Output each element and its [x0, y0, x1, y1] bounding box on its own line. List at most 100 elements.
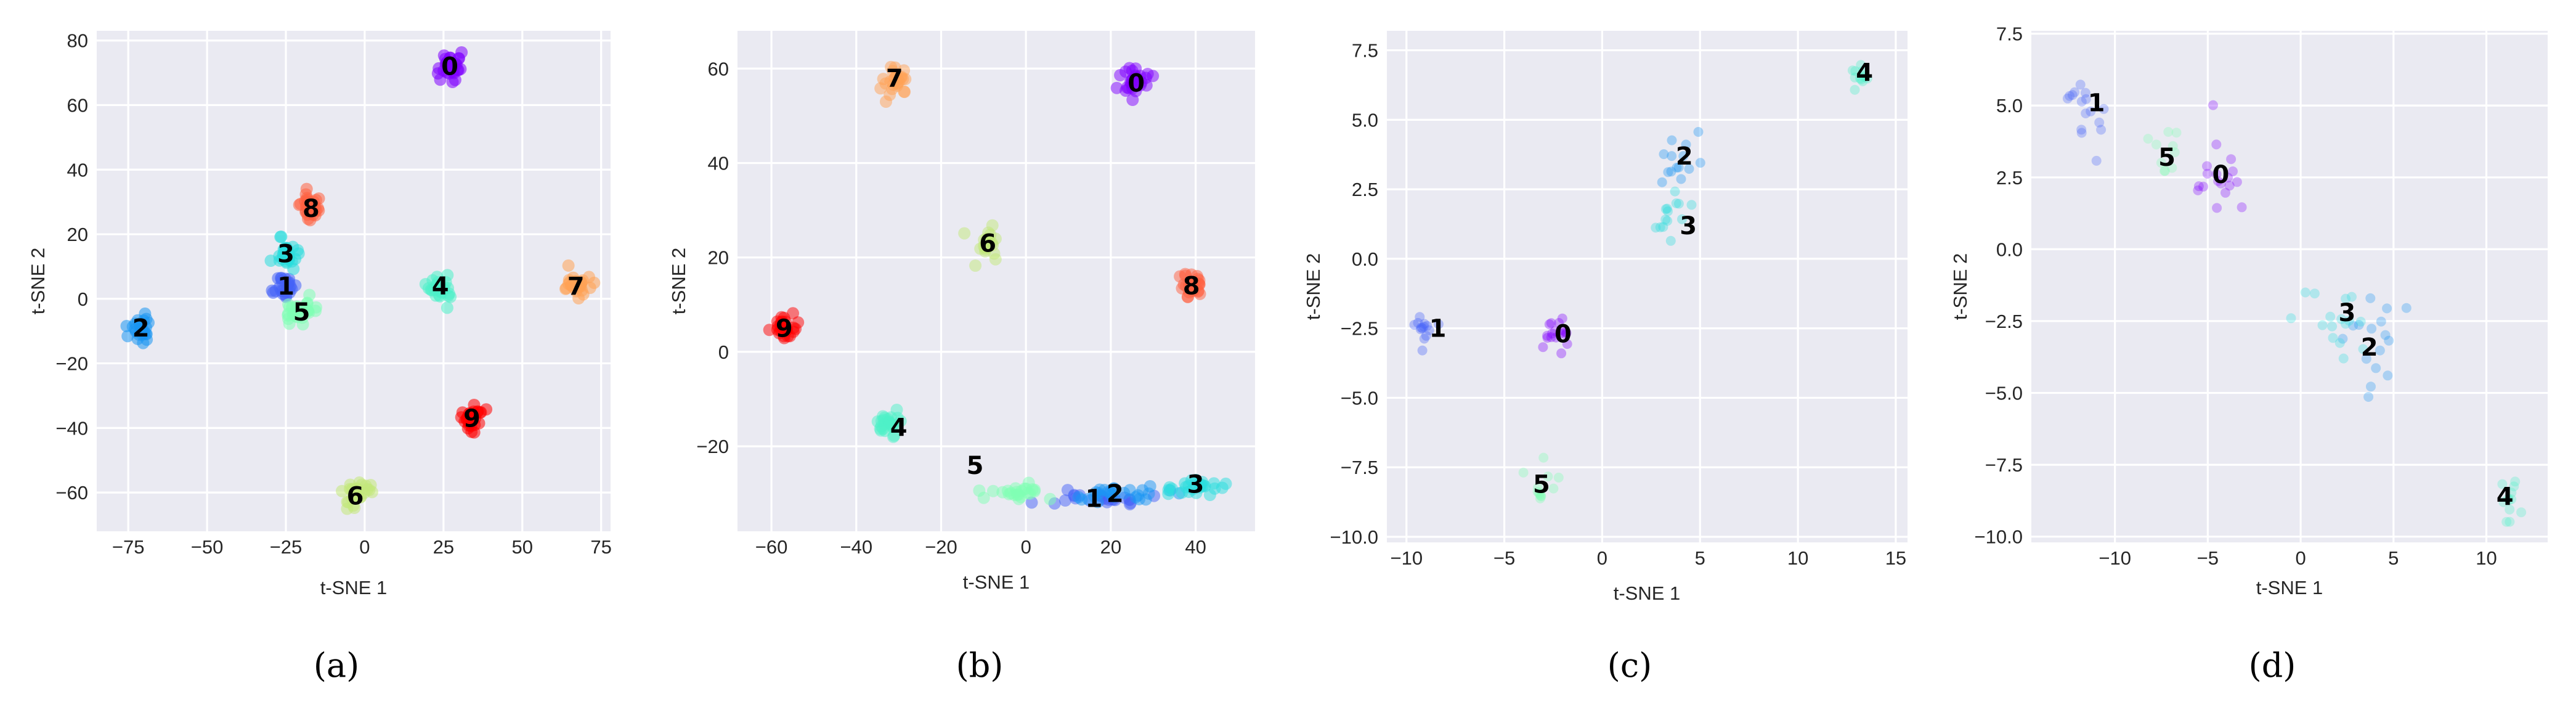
point-cluster-2: [2384, 335, 2394, 346]
point-cluster-5: [2168, 141, 2178, 151]
point-cluster-5: [1535, 491, 1546, 501]
cluster-label-b-6: 6: [979, 230, 996, 258]
point-cluster-8: [299, 195, 312, 208]
y-tick-label: 80: [67, 30, 88, 52]
point-cluster-4: [1850, 72, 1860, 83]
plot-area-d: [2031, 31, 2548, 542]
x-tick-label: −60: [755, 536, 788, 558]
point-cluster-2: [2365, 293, 2376, 303]
cluster-label-a-7: 7: [567, 272, 585, 301]
point-cluster-3: [1655, 222, 1665, 232]
point-cluster-0: [1557, 313, 1567, 324]
point-cluster-2: [1678, 151, 1689, 161]
point-cluster-1: [2076, 96, 2087, 107]
point-cluster-2: [131, 332, 144, 345]
point-cluster-0: [2232, 177, 2242, 187]
point-cluster-2: [2338, 333, 2348, 344]
y-tick-label: −60: [55, 482, 88, 504]
panel-b: 0 1 2 3 4 5 6 7 8 9 −60 −40 −20 0 20 40 −20 0 20 40 60 t-SN…: [668, 31, 1255, 685]
point-cluster-4: [2506, 494, 2517, 505]
y-tick-label: 20: [67, 224, 88, 245]
point-cluster-0: [2193, 181, 2204, 192]
point-cluster-3: [2325, 311, 2336, 322]
point-cluster-2: [2361, 354, 2371, 364]
point-cluster-0: [2216, 178, 2226, 189]
y-tick-label: 60: [708, 58, 729, 80]
point-cluster-1: [2076, 124, 2087, 135]
point-cluster-5: [2167, 163, 2177, 173]
point-cluster-0: [1538, 342, 1548, 353]
point-cluster-7: [560, 282, 573, 295]
y-axis-label-a: t-SNE 2: [27, 248, 49, 315]
point-cluster-0: [1544, 319, 1554, 330]
point-cluster-5: [2171, 128, 2182, 138]
point-cluster-2: [1673, 162, 1684, 173]
cluster-label-d-0: 0: [2212, 161, 2230, 189]
point-cluster-1: [1409, 320, 1420, 330]
scatter-points-a: [120, 46, 601, 515]
cluster-label-a-4: 4: [432, 272, 449, 301]
y-axis-label-d: t-SNE 2: [1949, 253, 1971, 320]
x-tick-label: 25: [433, 536, 454, 558]
point-cluster-0: [2202, 168, 2212, 179]
point-cluster-0: [2213, 176, 2224, 186]
point-cluster-4: [1858, 76, 1868, 86]
point-cluster-6: [977, 240, 990, 253]
point-cluster-5: [973, 484, 986, 497]
y-tick-label: −7.5: [1985, 454, 2023, 476]
point-cluster-3: [2341, 319, 2350, 329]
point-cluster-4: [886, 420, 899, 433]
plot-area-b: [737, 31, 1255, 531]
y-tick-label: 40: [67, 159, 88, 181]
caption-a: (a): [314, 646, 359, 685]
point-cluster-7: [569, 275, 582, 288]
point-cluster-6: [986, 219, 999, 232]
point-cluster-5: [1538, 452, 1549, 463]
cluster-labels-c: 0 1 2 3 4 5: [1429, 59, 1873, 499]
point-cluster-4: [1857, 65, 1867, 76]
point-cluster-9: [787, 307, 799, 320]
point-cluster-9: [774, 316, 787, 329]
point-cluster-0: [1561, 330, 1571, 340]
scatter-points-d: [2062, 80, 2527, 527]
cluster-label-c-2: 2: [1676, 142, 1693, 171]
point-cluster-4: [2505, 516, 2515, 527]
cluster-label-a-5: 5: [293, 298, 311, 327]
x-tick-label: 0: [1021, 536, 1031, 558]
y-tick-label: 2.5: [1352, 179, 1378, 200]
point-cluster-7: [562, 259, 575, 272]
x-tick-label: −50: [191, 536, 224, 558]
point-cluster-2: [2363, 392, 2374, 402]
point-cluster-2: [1108, 482, 1121, 495]
point-cluster-9: [468, 408, 481, 421]
cluster-label-a-6: 6: [347, 482, 364, 510]
cluster-labels-b: 0 1 2 3 4 5 6 7 8 9: [776, 65, 1205, 513]
point-cluster-3: [1663, 206, 1673, 216]
point-cluster-0: [1556, 325, 1567, 335]
point-cluster-2: [1693, 127, 1704, 137]
point-cluster-0: [2202, 161, 2212, 171]
y-tick-label: −7.5: [1341, 457, 1378, 478]
point-cluster-2: [2348, 320, 2359, 331]
y-tick-label: 5.0: [1352, 109, 1378, 131]
cluster-label-b-1: 1: [1085, 484, 1102, 513]
point-cluster-4: [2501, 516, 2512, 527]
point-cluster-0: [2198, 181, 2209, 192]
cluster-label-a-1: 1: [277, 272, 295, 301]
point-cluster-1: [1415, 324, 1426, 335]
x-axis-label-b: t-SNE 1: [963, 571, 1030, 593]
point-cluster-2: [2367, 324, 2377, 334]
point-cluster-3: [1670, 186, 1680, 197]
point-cluster-0: [2212, 203, 2222, 213]
point-cluster-4: [2509, 481, 2519, 492]
point-cluster-1: [2091, 155, 2102, 166]
point-cluster-5: [1026, 483, 1039, 496]
point-cluster-1: [1418, 321, 1429, 332]
point-cluster-2: [2380, 330, 2391, 340]
x-tick-label: 5: [1695, 547, 1705, 569]
point-cluster-1: [1417, 323, 1428, 333]
scatter-points-b: [763, 60, 1232, 511]
caption-b: (b): [956, 646, 1004, 685]
point-cluster-0: [1546, 318, 1556, 329]
